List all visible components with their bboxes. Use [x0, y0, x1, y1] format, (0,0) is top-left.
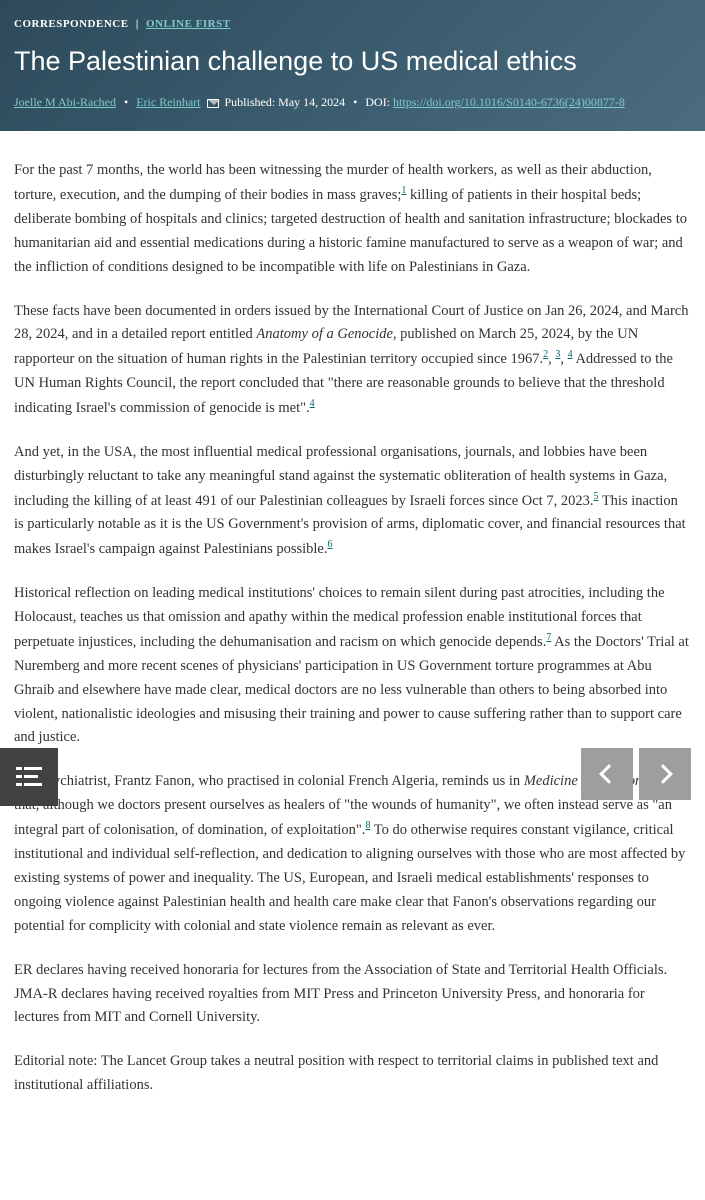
- paragraph-2: These facts have been documented in orde…: [14, 300, 691, 421]
- paragraph-1: For the past 7 months, the world has bee…: [14, 159, 691, 279]
- text: As the Doctors' Trial at Nuremberg and m…: [14, 634, 689, 746]
- divider: |: [136, 18, 139, 30]
- author-link-1[interactable]: Joelle M Abi-Rached: [14, 95, 116, 109]
- paragraph-3: And yet, in the USA, the most influentia…: [14, 441, 691, 562]
- meta-dot: •: [353, 95, 357, 109]
- nav-buttons: [581, 748, 691, 800]
- article-header: CORRESPONDENCE | ONLINE FIRST The Palest…: [0, 0, 705, 131]
- article-body: For the past 7 months, the world has bee…: [0, 131, 705, 1148]
- chevron-right-icon: [653, 764, 673, 784]
- chevron-left-icon: [599, 764, 619, 784]
- category-line: CORRESPONDENCE | ONLINE FIRST: [14, 18, 691, 30]
- text: To do otherwise requires constant vigila…: [14, 822, 685, 934]
- published-label: Published:: [225, 95, 276, 109]
- published-date: May 14, 2024: [278, 95, 345, 109]
- author-link-2[interactable]: Eric Reinhart: [136, 95, 200, 109]
- doi-link[interactable]: https://doi.org/10.1016/S0140-6736(24)00…: [393, 95, 625, 109]
- next-button[interactable]: [639, 748, 691, 800]
- category-label: CORRESPONDENCE: [14, 18, 129, 30]
- reference-4b[interactable]: 4: [310, 398, 315, 409]
- meta-dot: •: [124, 95, 128, 109]
- toc-button[interactable]: [0, 748, 58, 806]
- doi-label: DOI:: [365, 95, 390, 109]
- paragraph-4: Historical reflection on leading medical…: [14, 582, 691, 750]
- paragraph-7: Editorial note: The Lancet Group takes a…: [14, 1050, 691, 1098]
- article-title: The Palestinian challenge to US medical …: [14, 44, 691, 79]
- prev-button[interactable]: [581, 748, 633, 800]
- paragraph-6: ER declares having received honoraria fo…: [14, 959, 691, 1031]
- text: The psychiatrist, Frantz Fanon, who prac…: [14, 773, 524, 789]
- reference-6[interactable]: 6: [328, 539, 333, 550]
- email-icon[interactable]: [207, 99, 219, 108]
- online-first-link[interactable]: ONLINE FIRST: [146, 18, 231, 30]
- text: And yet, in the USA, the most influentia…: [14, 444, 667, 509]
- comma: ,: [560, 351, 567, 367]
- list-icon: [16, 767, 42, 787]
- italic-text: Anatomy of a Genocide: [256, 326, 393, 342]
- article-meta: Joelle M Abi-Rached • Eric Reinhart Publ…: [14, 93, 691, 111]
